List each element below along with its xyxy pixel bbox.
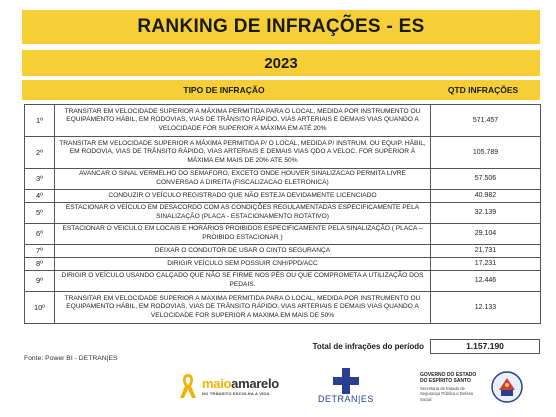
infraction-description: DEIXAR O CONDUTOR DE USAR O CINTO SEGURA… (54, 244, 431, 258)
rank-position: 10º (24, 291, 55, 324)
infraction-count: 12.133 (430, 291, 541, 324)
title-banner: RANKING DE INFRAÇÕES - ES (22, 10, 540, 44)
infraction-count: 29.104 (430, 223, 541, 245)
table-row: 10º TRANSITAR EM VELOCIDADE SUPERIOR A M… (24, 291, 541, 324)
page-title: RANKING DE INFRAÇÕES - ES (137, 16, 425, 37)
rank-position: 9º (24, 270, 55, 292)
detran-cross-icon (332, 368, 359, 394)
governo-es-logo: GOVERNO DO ESTADO DO ESPÍRITO SANTO Secr… (420, 370, 524, 404)
year-banner: 2023 (22, 50, 540, 76)
state-crest-icon (491, 371, 523, 403)
source-note: Fonte: Power BI - DETRAN|ES (24, 355, 118, 362)
maio-word: maio (202, 376, 232, 391)
infraction-description: TRANSITAR EM VELOCIDADE SUPERIOR A MAXIM… (54, 291, 431, 324)
table-row: 2º TRANSITAR EM VELOCIDADE SUPERIOR A MÁ… (24, 136, 541, 169)
ranking-table: 1º TRANSITAR EM VELOCIDADE SUPERIOR A MÁ… (24, 104, 541, 324)
infraction-count: 57.506 (430, 168, 541, 190)
table-row: 7º DEIXAR O CONDUTOR DE USAR O CINTO SEG… (24, 244, 541, 258)
yellow-ribbon-icon (180, 374, 196, 398)
infraction-description: TRANSITAR EM VELOCIDADE SUPERIOR A MÁXIM… (54, 104, 431, 137)
table-row: 3º AVANCAR O SINAL VERMELHO DO SEMAFORO,… (24, 168, 541, 190)
amarelo-word: amarelo (231, 376, 279, 391)
rank-position: 8º (24, 257, 55, 271)
total-label: Total de infrações do período (312, 342, 424, 351)
infraction-description: CONDUZIR O VEÍCULO REGISTRADO QUE NÃO ES… (54, 189, 431, 203)
infraction-description: AVANCAR O SINAL VERMELHO DO SEMAFORO, EX… (54, 168, 431, 190)
rank-position: 7º (24, 244, 55, 258)
table-row: 6º ESTACIONAR O VEICULO EM LOCAIS E HORÁ… (24, 223, 541, 245)
maio-tagline: NO TRÂNSITO ESCOLHA A VIDA (202, 391, 270, 396)
table-row: 4º CONDUZIR O VEÍCULO REGISTRADO QUE NÃO… (24, 189, 541, 203)
infraction-count: 21.731 (430, 244, 541, 258)
infraction-description: ESTACIONAR O VEÍCULO EM DESACORDO COM AS… (54, 202, 431, 224)
total-value: 1.157.190 (430, 339, 540, 354)
rank-position: 4º (24, 189, 55, 203)
column-header-qtd: QTD INFRAÇÕES (447, 85, 519, 95)
gov-title: GOVERNO DO ESTADO DO ESPÍRITO SANTO (420, 372, 477, 385)
infraction-description: ESTACIONAR O VEICULO EM LOCAIS E HORÁRIO… (54, 223, 431, 245)
column-header-tipo: TIPO DE INFRAÇÃO (183, 85, 265, 95)
detran-wordmark: DETRAN|ES (318, 394, 374, 404)
table-row: 5º ESTACIONAR O VEÍCULO EM DESACORDO COM… (24, 202, 541, 224)
infraction-description: TRANSITAR EM VELOCIDADE SUPERIOR A MÁXIM… (54, 136, 431, 169)
gov-subtitle: Secretaria de Estado de Segurança Públic… (420, 386, 474, 402)
infraction-count: 105.789 (430, 136, 541, 169)
detran-logo: DETRAN|ES (318, 368, 374, 404)
rank-position: 1º (24, 104, 55, 137)
infraction-count: 12.446 (430, 270, 541, 292)
table-row: 9º DIRIGIR O VEÍCULO USANDO CALÇADO QUE … (24, 270, 541, 292)
total-row: Total de infrações do período 1.157.190 (24, 339, 540, 354)
infraction-description: DIRIGIR O VEÍCULO USANDO CALÇADO QUE NÃO… (54, 270, 431, 292)
infraction-count: 17.231 (430, 257, 541, 271)
infraction-count: 571.457 (430, 104, 541, 137)
table-header: TIPO DE INFRAÇÃO QTD INFRAÇÕES (22, 80, 540, 100)
table-row: 1º TRANSITAR EM VELOCIDADE SUPERIOR A MÁ… (24, 104, 541, 137)
rank-position: 3º (24, 168, 55, 190)
infraction-count: 32.139 (430, 202, 541, 224)
maio-amarelo-logo: maioamarelo NO TRÂNSITO ESCOLHA A VIDA (178, 372, 279, 400)
year-label: 2023 (264, 54, 298, 72)
infraction-count: 40.982 (430, 189, 541, 203)
rank-position: 5º (24, 202, 55, 224)
rank-position: 2º (24, 136, 55, 169)
rank-position: 6º (24, 223, 55, 245)
table-row: 8º DIRIGIR VEÍCULO SEM POSSUIR CNH/PPD/A… (24, 257, 541, 271)
infraction-description: DIRIGIR VEÍCULO SEM POSSUIR CNH/PPD/ACC (54, 257, 431, 271)
